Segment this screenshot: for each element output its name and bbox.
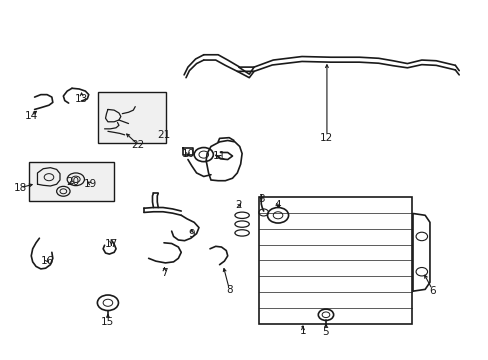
Text: 1: 1 [299,326,305,336]
Text: 6: 6 [428,286,435,296]
Text: 3: 3 [258,194,264,204]
Text: 15: 15 [101,317,114,327]
Text: 4: 4 [274,200,281,210]
Text: 2: 2 [235,200,242,210]
Bar [29,162,114,201]
Bar [98,92,166,143]
Text: 13: 13 [75,94,88,104]
Text: 20: 20 [66,177,80,187]
Text: 16: 16 [41,256,54,266]
Text: 10: 10 [181,149,194,158]
Text: 21: 21 [157,130,170,140]
Text: 9: 9 [188,229,195,239]
Text: 12: 12 [320,133,333,143]
Text: 19: 19 [83,179,97,189]
Text: 5: 5 [322,327,328,337]
Text: 18: 18 [14,183,27,193]
Text: 14: 14 [24,112,38,121]
Bar [258,197,411,324]
Text: 22: 22 [131,140,144,150]
Text: 7: 7 [161,269,167,279]
Text: 8: 8 [225,285,232,296]
Text: 11: 11 [212,151,226,161]
Text: 17: 17 [104,239,118,249]
